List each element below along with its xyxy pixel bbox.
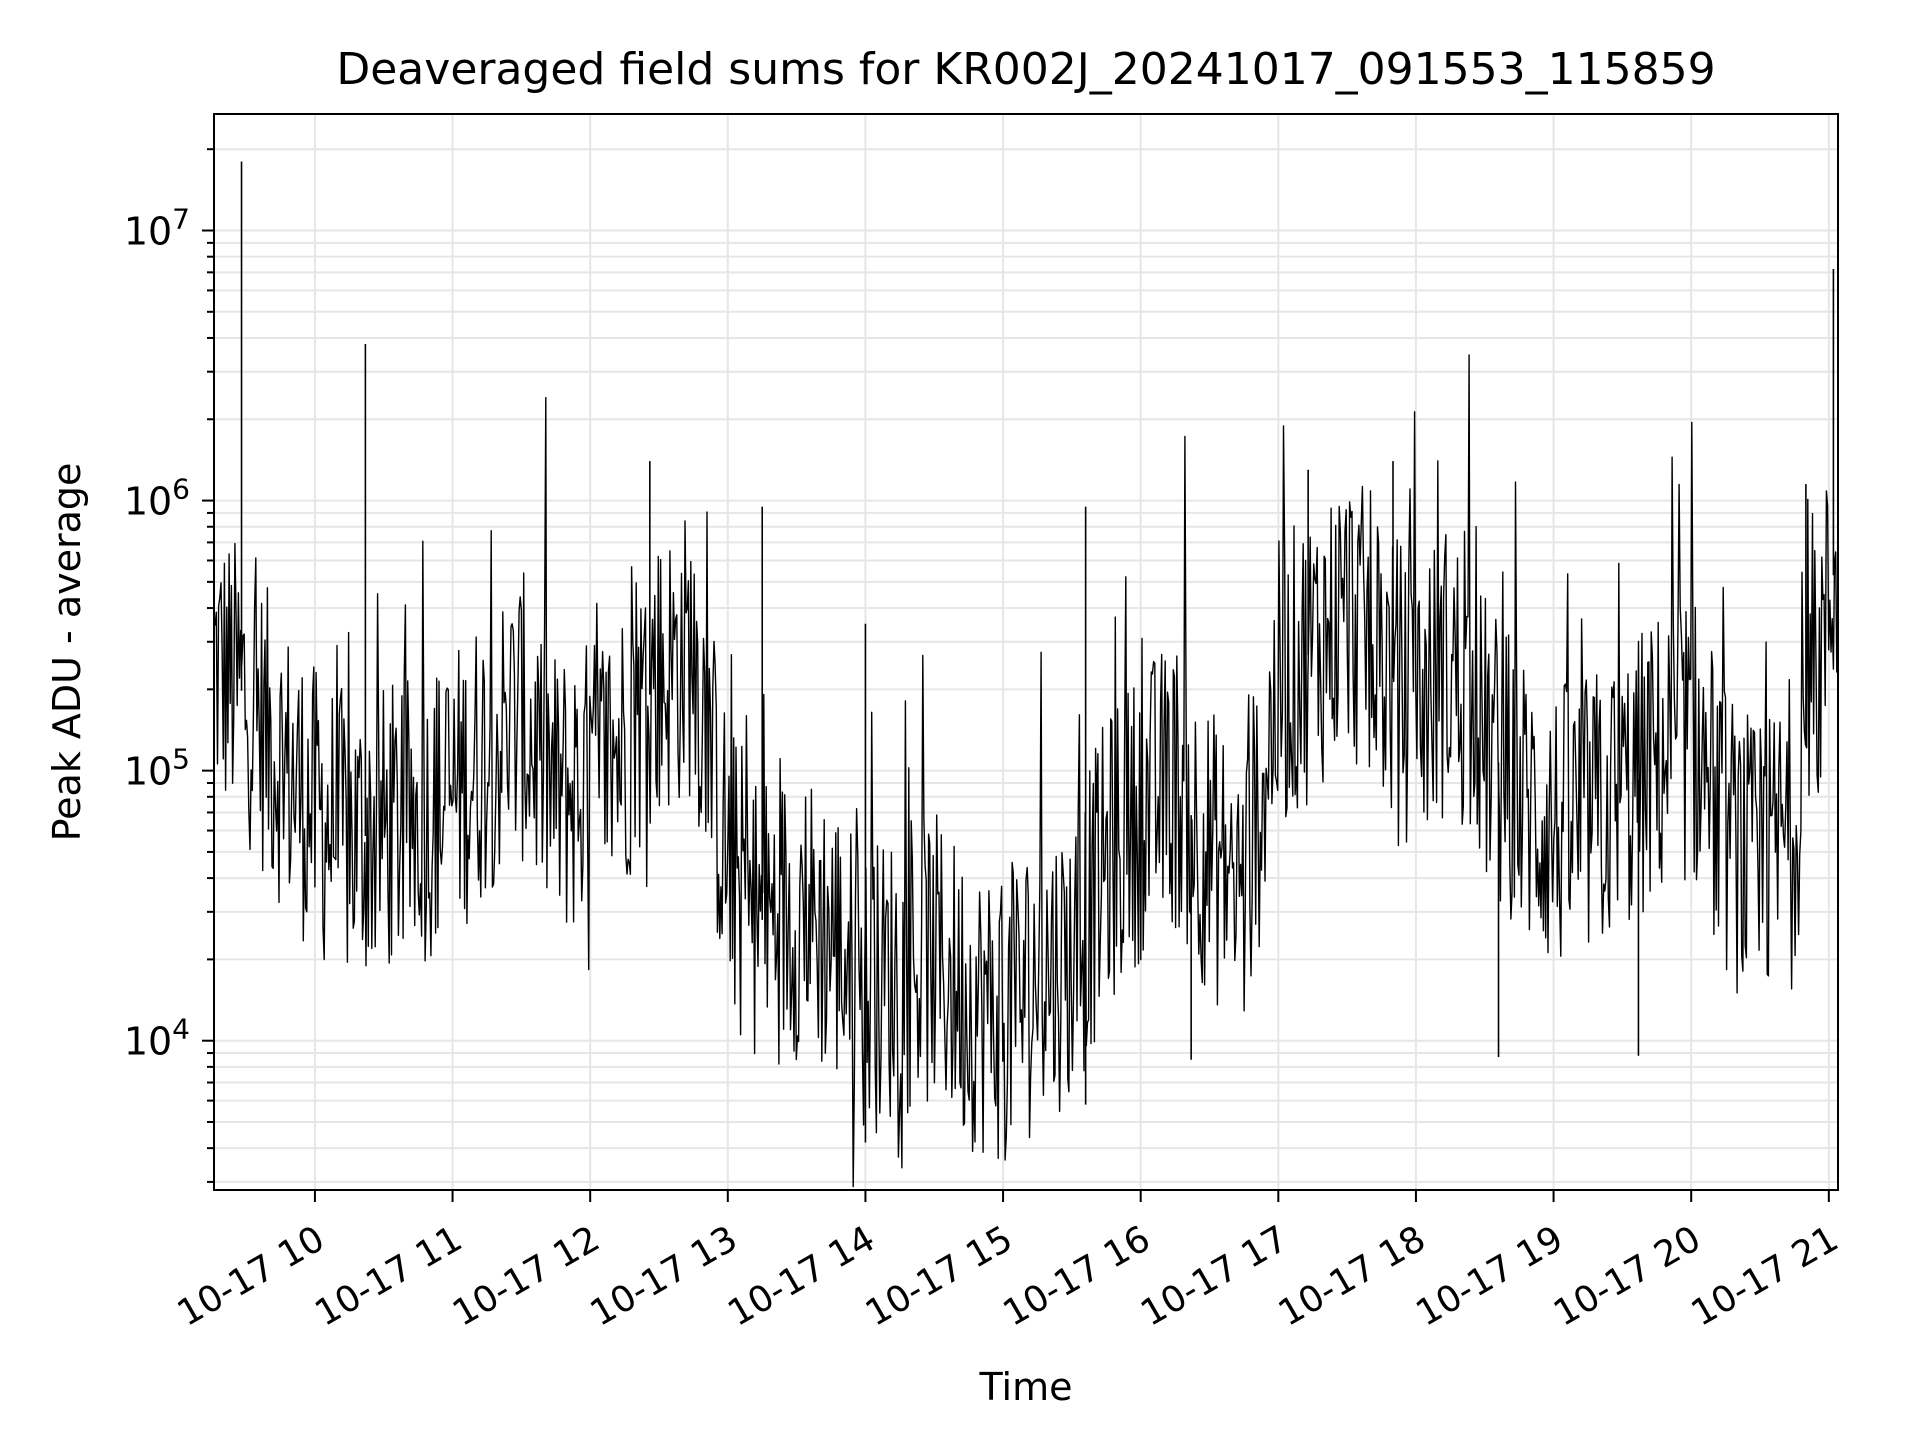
chart-title: Deaveraged field sums for KR002J_2024101… (336, 44, 1715, 95)
y-tick-base: 10 (124, 209, 172, 253)
y-tick-exponent: 6 (172, 473, 190, 506)
axes-frame (213, 113, 1839, 1191)
y-tick-base: 10 (124, 1020, 172, 1064)
y-axis-label: Peak ADU - average (45, 463, 89, 842)
plot-area (213, 161, 1839, 1188)
y-tick-label: 107 (124, 202, 190, 253)
y-tick-label: 106 (124, 473, 190, 524)
y-tick-exponent: 4 (172, 1013, 190, 1046)
y-tick-exponent: 5 (172, 743, 190, 776)
y-tick-base: 10 (124, 480, 172, 524)
y-tick-label: 104 (124, 1013, 190, 1064)
series-line (213, 354, 1839, 1188)
y-tick-base: 10 (124, 750, 172, 794)
y-tick-label: 105 (124, 743, 190, 794)
y-tick-exponent: 7 (172, 202, 190, 235)
x-axis-label: Time (979, 1365, 1073, 1409)
